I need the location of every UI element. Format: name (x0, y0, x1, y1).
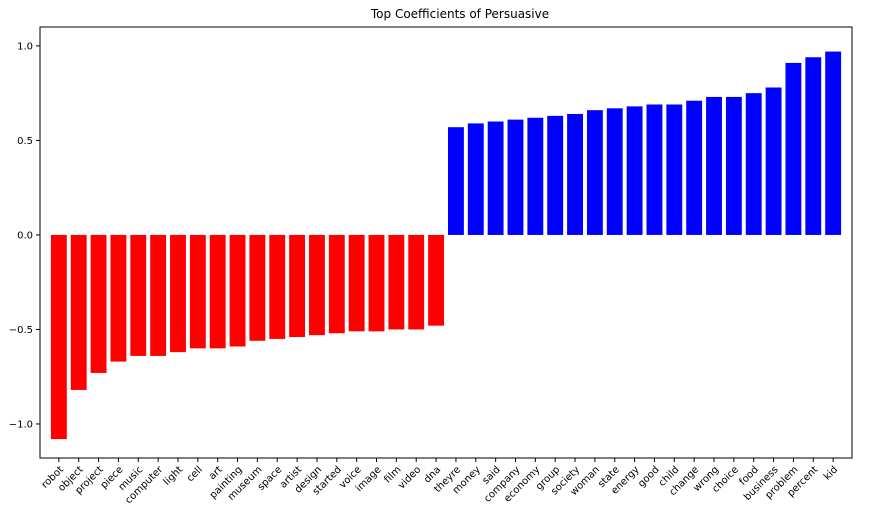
y-tick-label: 0.0 (17, 230, 33, 241)
bar-artist (289, 234, 306, 338)
bar-museum (249, 234, 266, 341)
x-tick-label-cell: cell (185, 464, 205, 484)
bar-video (408, 234, 425, 330)
y-axis-ticks: −1.0 −0.5 0.0 0.5 1.0 (9, 41, 40, 430)
bar-society (567, 113, 583, 235)
x-tick-label-kid: kid (822, 464, 840, 482)
x-tick-label-light: light (162, 464, 186, 488)
bar-art (209, 234, 226, 349)
bar-problem (785, 62, 802, 235)
bar-project (90, 234, 107, 373)
bar-state (606, 108, 623, 235)
y-tick-label: 0.5 (17, 136, 33, 147)
bar-piece (110, 234, 127, 362)
bar-group (547, 115, 564, 235)
bar-economy (527, 117, 544, 235)
bar-child (666, 104, 683, 235)
bar-painting (229, 234, 246, 347)
plot-frame (39, 26, 853, 459)
bar-kid (825, 51, 842, 235)
bar-business (765, 87, 782, 235)
bar-object (70, 234, 87, 390)
bar-dna (428, 234, 445, 326)
bar-light (170, 234, 186, 353)
x-tick-label-good: good (636, 464, 661, 489)
chart-title: Top Coefficients of Persuasive (370, 7, 549, 21)
bar-space (269, 234, 286, 339)
bar-change (686, 100, 703, 235)
bars-group (50, 51, 842, 440)
bar-film (388, 234, 405, 330)
bar-robot (50, 234, 67, 440)
bar-music (130, 234, 147, 356)
bar-percent (805, 57, 822, 235)
y-tick-label: −1.0 (9, 419, 33, 430)
x-tick-label-video: video (396, 464, 423, 491)
bar-wrong (706, 96, 722, 235)
y-tick-label: −0.5 (9, 325, 33, 336)
bar-woman (586, 110, 603, 235)
bar-theyre (447, 127, 464, 235)
bar-image (368, 234, 385, 332)
bar-company (507, 119, 524, 235)
bar-cell (189, 234, 206, 349)
bar-energy (626, 106, 643, 235)
y-tick-label: 1.0 (17, 41, 33, 52)
bar-started (328, 234, 345, 334)
bar-said (487, 121, 504, 235)
bar-good (646, 104, 663, 235)
bar-choice (725, 96, 742, 235)
bar-design (309, 234, 325, 336)
bar-computer (150, 234, 167, 356)
bar-food (745, 93, 762, 235)
x-axis-ticks: robotobjectprojectpiecemusiccomputerligh… (40, 458, 840, 506)
bar-money (467, 123, 484, 235)
bar-voice (348, 234, 365, 332)
